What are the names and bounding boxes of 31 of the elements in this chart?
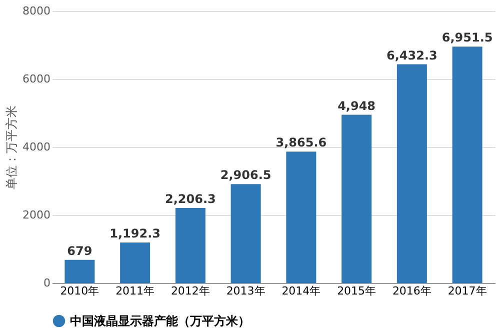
data-label: 2,206.3 [165,192,216,206]
bar [175,208,206,283]
x-tick-label: 2015年 [337,284,376,298]
x-tick-label: 2016年 [392,284,432,298]
x-tick-label: 2012年 [170,284,210,298]
bar [286,152,316,283]
bar [342,114,372,283]
x-tick-label: 2013年 [226,284,266,298]
data-label: 6,951.5 [442,30,493,45]
y-tick-label: 8000 [22,4,50,18]
y-tick-label: 0 [44,276,50,290]
bar [230,184,261,283]
y-tick-label: 6000 [22,72,50,86]
data-label: 679 [67,244,92,258]
data-label: 2,906.5 [220,168,272,182]
x-tick-label: 2010年 [60,284,100,298]
y-tick-label: 4000 [22,140,50,154]
bar [452,46,482,283]
data-label: 1,192.3 [110,226,160,240]
y-axis-title: 单位：万平方米 [4,106,19,190]
data-label: 6,432.3 [386,48,438,62]
x-tick-label: 2017年 [448,284,487,298]
bar [120,242,150,283]
x-tick-label: 2014年 [282,284,321,298]
data-label: 4,948 [338,98,376,113]
bar [64,260,95,283]
legend-label: 中国液晶显示器产能（万平方米） [70,314,250,328]
data-label: 3,865.6 [276,136,327,150]
bar [396,64,427,283]
x-tick-label: 2011年 [116,284,155,298]
y-tick-label: 2000 [22,208,50,222]
